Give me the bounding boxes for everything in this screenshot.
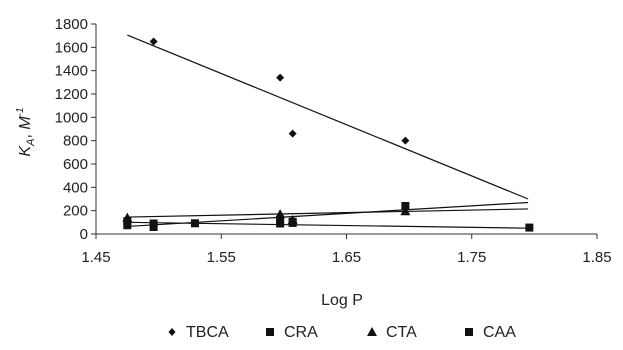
point-caa	[123, 221, 132, 230]
x-ticks: 1.45 1.55 1.65 1.75 1.85	[81, 234, 612, 266]
legend-label-cta: CTA	[386, 324, 417, 341]
x-tick-label: 1.85	[582, 249, 611, 266]
y-tick-label: 1800	[55, 16, 88, 33]
y-axis-title-sep: ,	[17, 130, 34, 139]
point-caa	[288, 218, 297, 227]
trendlines	[127, 34, 529, 229]
legend-marker-tbca	[168, 328, 176, 336]
point-tbca	[401, 136, 410, 145]
trendline-cta	[127, 208, 529, 218]
point-cta	[400, 206, 411, 216]
x-axis-title: Log P	[321, 292, 363, 309]
trendline-tbca	[127, 34, 529, 200]
point-tbca	[149, 37, 158, 46]
y-tick-label: 1600	[55, 39, 88, 56]
y-tick-label: 400	[63, 179, 88, 196]
point-cra	[190, 219, 199, 228]
y-axis-title: KA, M-1	[15, 107, 37, 156]
x-tick-label: 1.45	[81, 249, 110, 266]
point-cra	[525, 223, 534, 232]
y-ticks: 0 200 400 600 800 1000 1200 1400 1600 1800	[55, 16, 96, 243]
point-caa	[276, 219, 285, 228]
x-tick-label: 1.55	[207, 249, 236, 266]
trendline-caa	[127, 201, 529, 228]
point-cta	[122, 212, 133, 222]
legend-label-tbca: TBCA	[186, 324, 229, 341]
point-tbca	[288, 129, 297, 138]
legend: TBCA CRA CTA CAA	[168, 324, 516, 341]
legend-marker-caa	[465, 328, 473, 336]
y-axis-title-sup: -1	[15, 107, 26, 116]
x-tick-label: 1.65	[332, 249, 361, 266]
y-tick-label: 0	[80, 226, 88, 243]
point-tbca	[276, 73, 285, 82]
y-tick-label: 800	[63, 133, 88, 150]
point-cta	[275, 209, 286, 219]
y-tick-label: 1400	[55, 63, 88, 80]
legend-label-caa: CAA	[483, 324, 516, 341]
legend-label-cra: CRA	[284, 324, 318, 341]
y-axis-title-main: K	[17, 145, 34, 157]
y-tick-label: 1200	[55, 86, 88, 103]
y-axis-title-unit: M	[17, 116, 34, 130]
y-tick-label: 600	[63, 156, 88, 173]
x-tick-label: 1.75	[457, 249, 486, 266]
data-points	[122, 37, 534, 232]
point-caa	[401, 202, 410, 210]
legend-marker-cta	[367, 327, 377, 336]
legend-marker-cra	[266, 328, 274, 336]
point-caa	[149, 223, 158, 231]
y-tick-label: 200	[63, 203, 88, 220]
y-tick-label: 1000	[55, 109, 88, 126]
y-axis-title-sub: A	[25, 139, 37, 147]
